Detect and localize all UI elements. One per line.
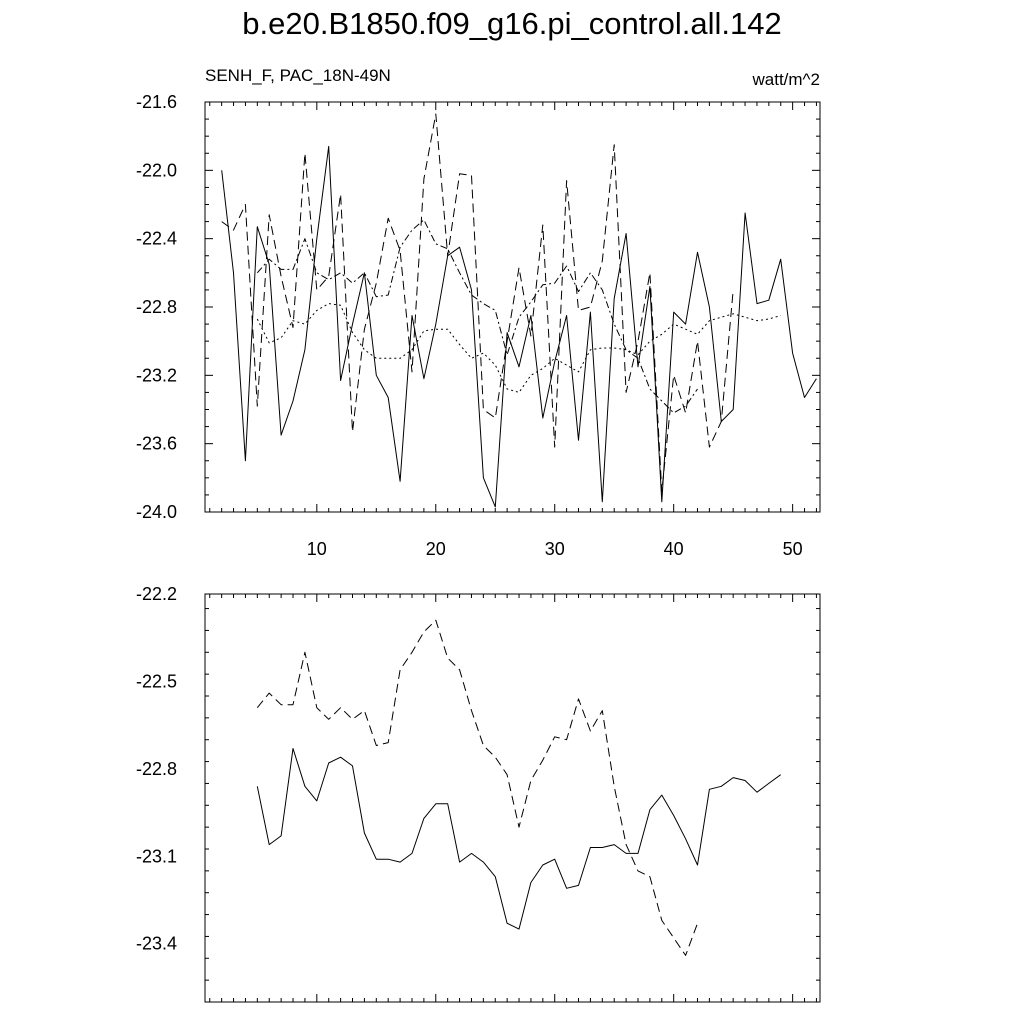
units-label: watt/m^2 xyxy=(752,70,821,89)
y-tick-label: -22.8 xyxy=(136,759,177,779)
plot-frame xyxy=(204,593,821,1003)
y-tick-label: -24.0 xyxy=(136,502,177,522)
x-tick-label: 30 xyxy=(545,539,565,559)
y-tick-label: -21.6 xyxy=(136,92,177,112)
y-tick-label: -23.4 xyxy=(136,934,177,954)
series-line-solid xyxy=(221,145,817,508)
y-tick-label: -22.0 xyxy=(136,160,177,180)
x-tick-label: 10 xyxy=(307,539,327,559)
y-tick-label: -23.1 xyxy=(136,846,177,866)
series-line-dotted xyxy=(256,303,781,393)
y-tick-label: -23.6 xyxy=(136,434,177,454)
series-line-dashed xyxy=(256,619,698,956)
bottom-line-chart: -23.4 -23.1 -22.8 -22.5 -22.2 xyxy=(136,584,821,1003)
series-line-dashed xyxy=(221,113,734,492)
top-line-chart: 10 20 30 40 50 -24.0 -23.6 -23.2 -22.8 -22.4 -22.0… xyxy=(136,92,821,559)
y-tick-label: -22.5 xyxy=(136,671,177,691)
y-tick-label: -23.2 xyxy=(136,365,177,385)
chart-title: b.e20.B1850.f09_g16.pi_control.all.142 xyxy=(242,6,782,41)
x-tick-label: 50 xyxy=(783,539,803,559)
plot-frame xyxy=(204,101,821,513)
x-tick-label: 20 xyxy=(426,539,446,559)
series-line-solid xyxy=(256,748,781,930)
series-line-dash-dot xyxy=(256,219,698,414)
y-tick-label: -22.8 xyxy=(136,297,177,317)
y-tick-label: -22.2 xyxy=(136,584,177,604)
variable-region-label: SENH_F, PAC_18N-49N xyxy=(205,66,391,85)
x-tick-label: 40 xyxy=(664,539,684,559)
y-tick-label: -22.4 xyxy=(136,229,177,249)
